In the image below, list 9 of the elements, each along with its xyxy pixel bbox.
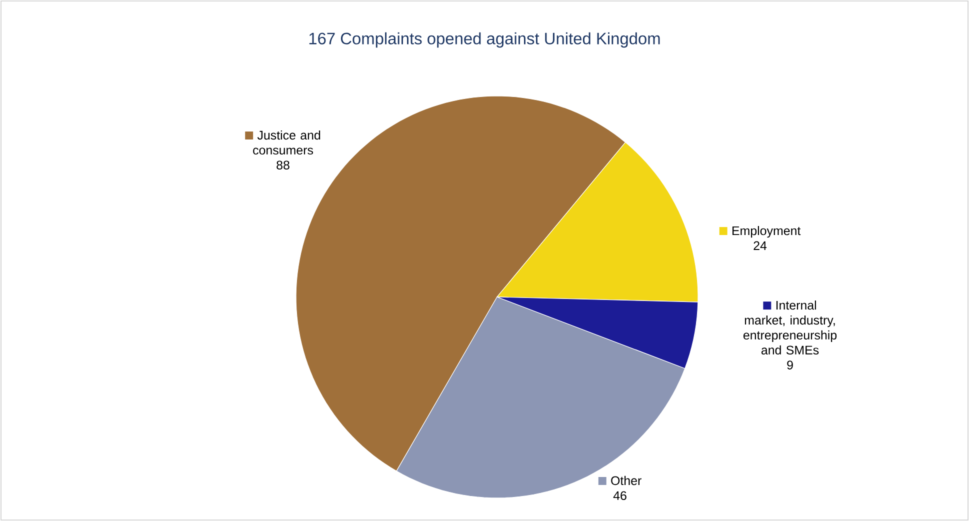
legend-label: Other bbox=[611, 476, 642, 486]
chart-title: 167 Complaints opened against United Kingdom bbox=[309, 32, 660, 48]
legend-label: Internal market, industry, entrepreneurship and SMEs bbox=[743, 300, 837, 354]
data-label: 88 bbox=[276, 160, 290, 170]
legend-label: Employment bbox=[732, 226, 801, 238]
data-label: 9 bbox=[787, 360, 793, 370]
data-label: 46 bbox=[613, 491, 626, 500]
legend-label: Justice and consumers bbox=[253, 130, 320, 155]
data-label: 24 bbox=[754, 241, 767, 250]
